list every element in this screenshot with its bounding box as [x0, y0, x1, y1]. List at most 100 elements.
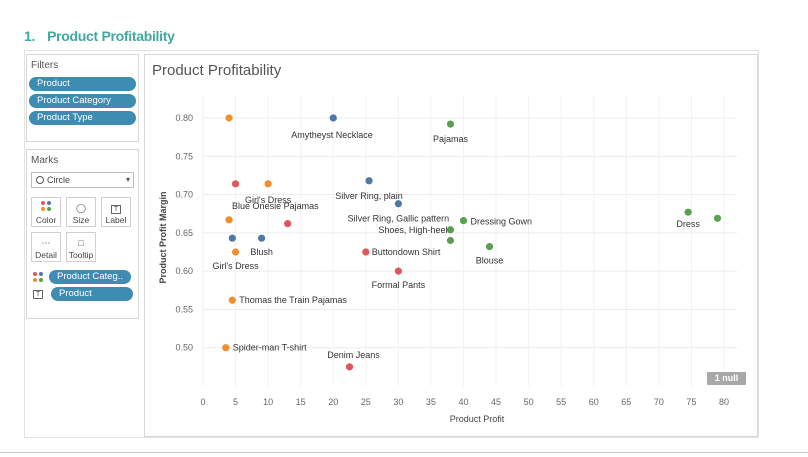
x-tick-label: 30 — [393, 397, 403, 407]
y-axis-title: Product Profit Margin — [158, 192, 168, 284]
y-tick-label: 0.70 — [175, 190, 193, 200]
mark-type-value: Circle — [47, 175, 71, 185]
marks-card: Marks Circle ▾ Color ◯ Size T Label ⋯ De… — [26, 149, 139, 319]
x-tick-label: 55 — [556, 397, 566, 407]
color-icon — [32, 201, 60, 215]
bottom-divider — [0, 452, 808, 453]
detail-button[interactable]: ⋯ Detail — [31, 232, 61, 262]
scatter-point — [231, 248, 240, 256]
color-field-pill[interactable]: Product Categ.. — [49, 270, 131, 284]
scatter-point — [228, 234, 236, 242]
tooltip-icon: □ — [78, 238, 84, 248]
x-tick-label: 35 — [426, 397, 436, 407]
x-tick-label: 60 — [589, 397, 599, 407]
chart-title: Product Profitability — [152, 62, 282, 79]
color-shelf-row: Product Categ.. — [31, 270, 131, 284]
scatter-point — [446, 226, 455, 234]
scatter-point — [394, 200, 402, 208]
x-tick-label: 25 — [361, 397, 371, 407]
label-button[interactable]: T Label — [101, 197, 131, 227]
null-badge[interactable]: 1 null — [707, 372, 746, 385]
point-label: Buttondown Shirt — [372, 247, 441, 257]
x-axis-title: Product Profit — [450, 414, 505, 424]
section-heading: 1. Product Profitability — [24, 28, 175, 44]
x-tick-label: 20 — [328, 397, 338, 407]
point-label: Silver Ring, plain — [335, 191, 403, 201]
x-tick-label: 45 — [491, 397, 501, 407]
scatter-point — [345, 363, 354, 371]
point-label: Amytheyst Necklace — [291, 130, 373, 140]
scatter-point — [446, 120, 455, 128]
scatter-point — [228, 296, 236, 304]
y-tick-label: 0.65 — [175, 228, 193, 238]
point-label: Shoes, High-heel — [378, 225, 447, 235]
point-label: Pajamas — [433, 134, 469, 144]
point-label: Thomas the Train Pajamas — [239, 295, 347, 305]
mark-type-dropdown[interactable]: Circle ▾ — [31, 172, 134, 188]
y-tick-label: 0.60 — [175, 266, 193, 276]
filters-card: Filters Product Product Category Product… — [26, 54, 139, 142]
filter-pill-product-category[interactable]: Product Category — [29, 94, 136, 108]
label-shelf-row: T Product — [31, 287, 133, 301]
scatter-point — [264, 180, 272, 188]
scatter-point — [394, 267, 402, 275]
x-tick-label: 15 — [296, 397, 306, 407]
x-tick-label: 10 — [263, 397, 273, 407]
y-tick-label: 0.55 — [175, 304, 193, 314]
point-label: Blouse — [476, 256, 504, 266]
scatter-point — [446, 236, 455, 245]
scatter-point — [329, 114, 337, 122]
point-label: Dress — [676, 219, 700, 229]
detail-icon: ⋯ — [41, 238, 51, 248]
point-label: Denim Jeans — [327, 350, 380, 360]
scatter-point — [284, 220, 292, 228]
x-tick-label: 0 — [200, 397, 205, 407]
label-icon: T — [102, 201, 130, 215]
tooltip-button-label: Tooltip — [68, 250, 94, 260]
size-button[interactable]: ◯ Size — [66, 197, 96, 227]
scatter-point — [222, 344, 230, 352]
section-number: 1. — [24, 28, 36, 44]
point-label: Girl's Dress — [212, 261, 259, 271]
point-label: Spider-man T-shirt — [233, 343, 307, 353]
point-label: Blush — [250, 247, 273, 257]
color-button[interactable]: Color — [31, 197, 61, 227]
color-shelf-icon — [31, 271, 45, 283]
scatter-point — [485, 243, 494, 251]
tooltip-button[interactable]: □ Tooltip — [66, 232, 96, 262]
x-tick-label: 70 — [654, 397, 664, 407]
y-tick-label: 0.50 — [175, 343, 193, 353]
point-label: Dressing Gown — [470, 217, 532, 227]
chevron-down-icon: ▾ — [125, 175, 130, 184]
y-tick-label: 0.80 — [175, 113, 193, 123]
filter-pill-product-type[interactable]: Product Type — [29, 111, 136, 125]
x-tick-label: 80 — [719, 397, 729, 407]
scatter-point — [459, 216, 468, 225]
point-label: Formal Pants — [372, 280, 426, 290]
point-label: Silver Ring, Gallic pattern — [348, 214, 450, 224]
scatter-point — [365, 177, 373, 185]
x-tick-label: 50 — [524, 397, 534, 407]
y-tick-label: 0.75 — [175, 151, 193, 161]
x-tick-label: 65 — [621, 397, 631, 407]
scatter-point — [225, 114, 233, 122]
circle-icon — [36, 176, 44, 184]
scatter-point — [684, 208, 692, 216]
size-icon: ◯ — [75, 203, 87, 213]
dashboard-frame — [24, 50, 759, 438]
detail-button-label: Detail — [35, 250, 57, 260]
filter-pill-product[interactable]: Product — [29, 77, 136, 91]
scatter-point — [258, 234, 266, 242]
point-label: Blue Onesie Pajamas — [232, 201, 319, 211]
scatter-point — [225, 216, 233, 224]
label-field-pill[interactable]: Product — [51, 287, 133, 301]
scatter-point — [713, 214, 722, 222]
scatter-point — [231, 180, 240, 188]
x-tick-label: 75 — [686, 397, 696, 407]
size-button-label: Size — [72, 215, 90, 225]
marks-title: Marks — [31, 155, 59, 166]
x-tick-label: 40 — [458, 397, 468, 407]
filters-title: Filters — [31, 60, 59, 71]
label-button-label: Label — [105, 215, 127, 225]
